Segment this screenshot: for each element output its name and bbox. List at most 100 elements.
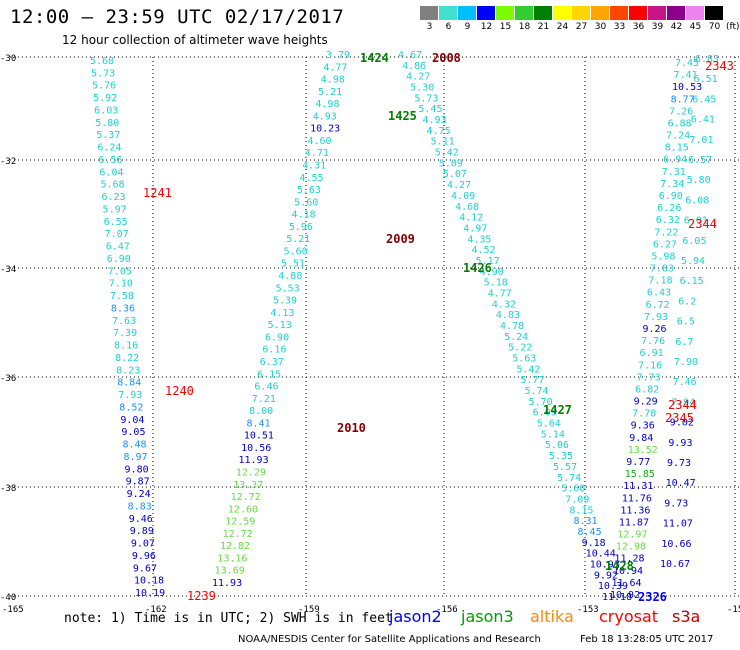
swh-value: 8.41 <box>246 418 270 429</box>
scale-swatch <box>534 6 552 20</box>
scale-label: 15 <box>499 22 512 32</box>
swh-value: 5.30 <box>410 83 434 94</box>
scale-swatch <box>420 6 438 20</box>
swh-value: 7.21 <box>252 394 276 405</box>
swh-value: 10.93 <box>590 559 620 570</box>
swh-value: 8.00 <box>249 406 273 417</box>
swh-value: 5.22 <box>508 343 532 354</box>
swh-value: 10.56 <box>241 443 271 454</box>
scale-swatch <box>572 6 590 20</box>
swh-value: 7.73 <box>637 372 661 383</box>
swh-value: 7.83 <box>650 264 674 275</box>
scale-label: 36 <box>632 22 645 32</box>
scale-swatch <box>496 6 514 20</box>
swh-value: 15.85 <box>625 469 655 480</box>
swh-value: 5.13 <box>268 320 292 331</box>
swh-value: 7.41 <box>674 70 698 81</box>
scale-swatch <box>686 6 704 20</box>
swh-value: 11.93 <box>212 578 242 589</box>
swh-value: 11.76 <box>622 493 652 504</box>
lon-label: -15 <box>727 605 740 615</box>
swh-value: 5.63 <box>512 354 536 365</box>
swh-value: 9.87 <box>126 477 150 488</box>
swh-value: 6.27 <box>653 239 677 250</box>
footnote: note: 1) Time is in UTC; 2) SWH is in fe… <box>64 611 393 626</box>
swh-value: 8.16 <box>114 341 138 352</box>
swh-value: 5.57 <box>553 462 577 473</box>
swh-value: 6.56 <box>98 155 122 166</box>
swh-value: 7.93 <box>118 390 142 401</box>
swh-value: 6.94 <box>663 155 687 166</box>
swh-value: 7.90 <box>674 357 698 368</box>
swh-value: 7.16 <box>638 360 662 371</box>
swh-value: 6.90 <box>659 191 683 202</box>
track-time-label: 2326 <box>638 590 667 604</box>
scale-label: 27 <box>575 22 588 32</box>
swh-value: 5.94 <box>681 256 705 267</box>
swh-value: 7.63 <box>112 316 136 327</box>
scale-label: 33 <box>613 22 626 32</box>
swh-value: 5.18 <box>484 278 508 289</box>
swh-value: 8.83 <box>128 501 152 512</box>
swh-value: 7.76 <box>641 336 665 347</box>
swh-value: 5.73 <box>91 68 115 79</box>
swh-value: 9.89 <box>130 526 154 537</box>
swh-value: 4.77 <box>488 288 512 299</box>
swh-value: 9.96 <box>132 551 156 562</box>
swh-value: 5.60 <box>561 484 585 495</box>
swh-value: 9.67 <box>133 563 157 574</box>
swh-value: 10.47 <box>666 478 696 489</box>
scale-swatch <box>439 6 457 20</box>
swh-value: 5.80 <box>687 175 711 186</box>
swh-value: 6.55 <box>104 217 128 228</box>
track-time-label: 2343 <box>705 59 734 73</box>
swh-value: 5.07 <box>443 169 467 180</box>
lon-label: -159 <box>298 605 320 615</box>
swh-value: 7.26 <box>669 106 693 117</box>
swh-value: 9.73 <box>667 458 691 469</box>
scale-swatch <box>610 6 628 20</box>
swh-value: 4.13 <box>270 308 294 319</box>
swh-value: 4.35 <box>467 234 491 245</box>
track-time-label: 1424 <box>360 51 389 65</box>
swh-value: 6.26 <box>657 203 681 214</box>
swh-value: 12.72 <box>223 529 253 540</box>
swh-value: 5.53 <box>276 283 300 294</box>
swh-value: 7.39 <box>113 328 137 339</box>
swh-value: 4.97 <box>463 223 487 234</box>
swh-value: 11.87 <box>619 517 649 528</box>
scale-swatch <box>553 6 571 20</box>
swh-value: 4.98 <box>315 99 339 110</box>
track-time-label: 2344 <box>668 398 697 412</box>
swh-value: 6.16 <box>262 345 286 356</box>
swh-value: 5.74 <box>557 473 581 484</box>
swh-value: 6.04 <box>99 167 123 178</box>
swh-value: 8.48 <box>122 440 146 451</box>
swh-value: 4.27 <box>447 180 471 191</box>
swh-value: 5.76 <box>92 81 116 92</box>
track-time-label: 1426 <box>463 261 492 275</box>
swh-value: 12.98 <box>616 542 646 553</box>
swh-value: 5.73 <box>414 93 438 104</box>
swh-value: 6.32 <box>656 215 680 226</box>
swh-value: 8.15 <box>569 505 593 516</box>
swh-value: 9.07 <box>131 539 155 550</box>
swh-value: 6.82 <box>635 384 659 395</box>
swh-value: 6.15 <box>680 276 704 287</box>
lon-label: -156 <box>436 605 458 615</box>
swh-value: 13.37 <box>233 480 263 491</box>
swh-value: 4.93 <box>422 115 446 126</box>
swh-value: 10.67 <box>660 559 690 570</box>
swh-value: 6.72 <box>645 300 669 311</box>
swh-value: 4.55 <box>299 173 323 184</box>
swh-value: 10.94 <box>613 566 643 577</box>
scale-label: 3 <box>426 22 433 32</box>
swh-value: 11.07 <box>663 519 693 530</box>
lat-label: -38 <box>0 484 16 494</box>
swh-value: 11.28 <box>614 554 644 565</box>
swh-value: 5.92 <box>93 93 117 104</box>
legend-item-jason2: jason2 <box>389 607 442 626</box>
track-time-label: 1428 <box>605 559 634 573</box>
swh-value: 5.45 <box>418 104 442 115</box>
